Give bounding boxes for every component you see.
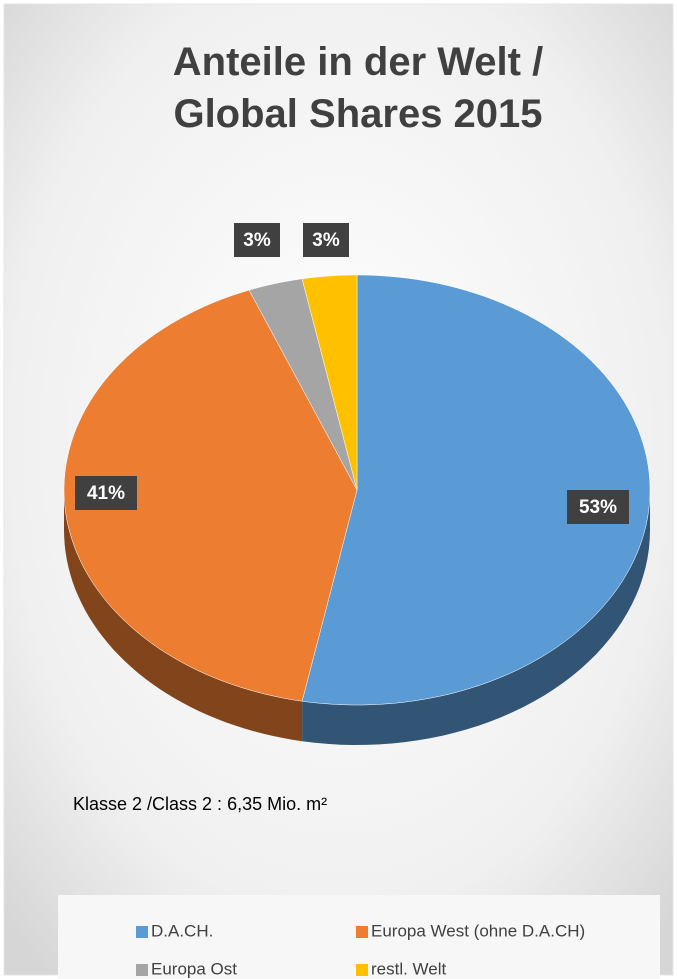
legend-label: Europa Ost (151, 959, 237, 978)
slice-side (302, 490, 650, 745)
slice (301, 274, 358, 491)
data-label: 41% (87, 483, 125, 504)
chart-title: Anteile in der Welt / Global Shares 2015 (172, 40, 544, 136)
data-label-box (75, 476, 137, 510)
data-label: 3% (312, 230, 340, 251)
legend-swatch (136, 964, 148, 976)
data-label: 3% (243, 230, 271, 251)
data-label: 53% (579, 497, 617, 518)
legend-label: Europa West (ohne D.A.CH) (371, 921, 585, 940)
legend-label: restl. Welt (371, 959, 447, 978)
data-label-box (567, 490, 629, 524)
legend-swatch (356, 926, 368, 938)
legend-swatch (136, 926, 148, 938)
slice (63, 289, 358, 702)
annotation: Klasse 2 /Class 2 : 6,35 Mio. m² (73, 794, 327, 814)
legend-swatch (356, 964, 368, 976)
data-label-box (234, 223, 280, 257)
legend-label: D.A.CH. (151, 921, 213, 940)
slice-side (64, 490, 303, 742)
slice (301, 274, 651, 706)
data-label-box (303, 223, 349, 257)
slice (248, 278, 358, 491)
